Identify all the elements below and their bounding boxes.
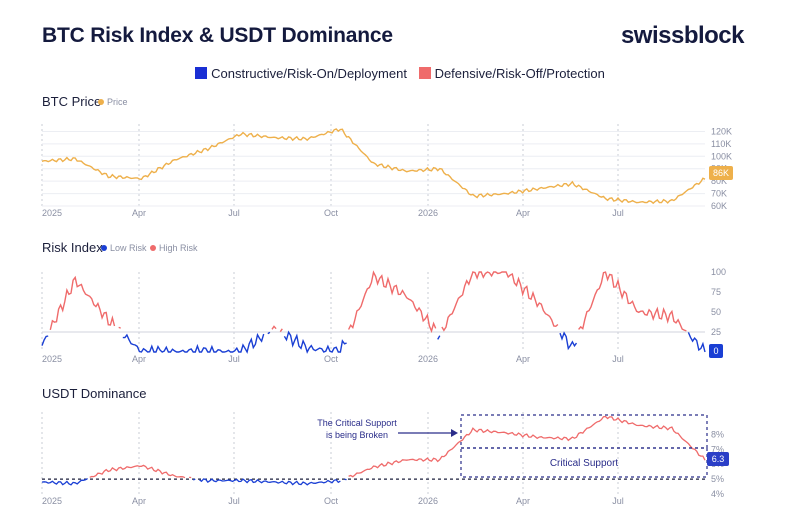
usdt-critical-support-label: Critical Support [550,458,619,469]
risk-x-ticks: 2025 Apr Jul Oct 2026 Apr Jul [42,354,624,364]
legend-swatch-constructive [195,67,208,79]
x-tick-label: Jul [612,208,624,218]
legend-label-defensive: Defensive/Risk-Off/Protection [434,66,605,81]
legend-item-defensive: Defensive/Risk-Off/Protection [418,66,605,81]
usdt-current-value: 6.3 [712,454,725,464]
x-tick-label: Apr [516,208,530,218]
legend-item-constructive: Constructive/Risk-On/Deployment [195,66,407,81]
usdt-arrow-text-line1: The Critical Support [317,418,397,428]
usdt-series-line-below [41,478,347,486]
price-current-badge-bg [709,166,733,180]
risk-y-ticks: 100 75 50 25 [711,267,726,337]
x-tick-label: 2025 [42,496,62,506]
risk-legend-dot-low [101,245,107,251]
legend-swatch-defensive [418,67,431,79]
y-tick-label: 7% [711,444,724,454]
legend-label-constructive: Constructive/Risk-On/Deployment [211,66,407,81]
y-tick-label: 70K [711,189,727,199]
x-tick-label: 2025 [42,354,62,364]
usdt-series-line-above [89,415,706,479]
usdt-current-badge: 6.3 [707,452,729,466]
chart-title: BTC Risk Index & USDT Dominance [42,24,393,47]
x-tick-label: Jul [228,208,240,218]
x-tick-label: Oct [324,354,339,364]
risk-legend-label-high: High Risk [159,243,198,253]
y-tick-label: 75 [711,287,721,297]
x-tick-label: Oct [324,496,339,506]
y-tick-label: 100K [711,151,732,161]
usdt-x-ticks: 2025 Apr Jul Oct 2026 Apr Jul [42,496,624,506]
x-tick-label: 2026 [418,208,438,218]
x-tick-label: Jul [228,354,240,364]
y-tick-label: 80K [711,176,727,186]
risk-current-badge-bg [709,344,723,358]
y-tick-label: 4% [711,489,724,499]
risk-series-low-line [41,330,706,354]
x-tick-label: Apr [132,496,146,506]
usdt-panel-title: USDT Dominance [42,386,147,401]
price-legend-dot [98,99,104,105]
x-tick-label: 2026 [418,496,438,506]
y-tick-label: 8% [711,429,724,439]
y-tick-label: 120K [711,126,732,136]
y-tick-label: 25 [711,327,721,337]
price-current-value: 86K [713,168,729,178]
x-tick-label: 2026 [418,354,438,364]
risk-grid [41,272,619,352]
usdt-current-badge-bg [707,452,729,466]
y-tick-label: 100 [711,267,726,277]
x-tick-label: Oct [324,208,339,218]
usdt-grid [41,412,619,494]
x-tick-label: Jul [228,496,240,506]
price-x-ticks: 2025 Apr Jul Oct 2026 Apr Jul [42,208,624,218]
risk-legend-dot-high [150,245,156,251]
usdt-annotation-arrow [398,429,458,437]
price-legend-label: Price [107,97,128,107]
x-tick-label: 2025 [42,208,62,218]
x-tick-label: Jul [612,496,624,506]
y-tick-label: 60K [711,201,727,211]
x-tick-label: Apr [516,354,530,364]
risk-current-value: 0 [713,346,718,356]
x-tick-label: Apr [132,208,146,218]
price-grid [41,124,705,207]
x-tick-label: Apr [516,496,530,506]
price-series-line [41,128,706,205]
risk-series-high-line [49,270,687,334]
usdt-arrow-text-line2: is being Broken [326,430,388,440]
price-current-badge: 86K [709,166,733,180]
y-tick-label: 5% [711,474,724,484]
x-tick-label: Jul [612,354,624,364]
y-tick-label: 110K [711,139,731,149]
risk-current-badge: 0 [709,344,723,358]
price-panel-title: BTC Price [42,94,101,109]
risk-panel-title: Risk Index [42,240,103,255]
legend: Constructive/Risk-On/Deployment Defensiv… [0,66,800,81]
y-tick-label: 50 [711,307,721,317]
x-tick-label: Apr [132,354,146,364]
brand-logo: swissblock [620,22,745,49]
risk-legend-label-low: Low Risk [110,243,147,253]
